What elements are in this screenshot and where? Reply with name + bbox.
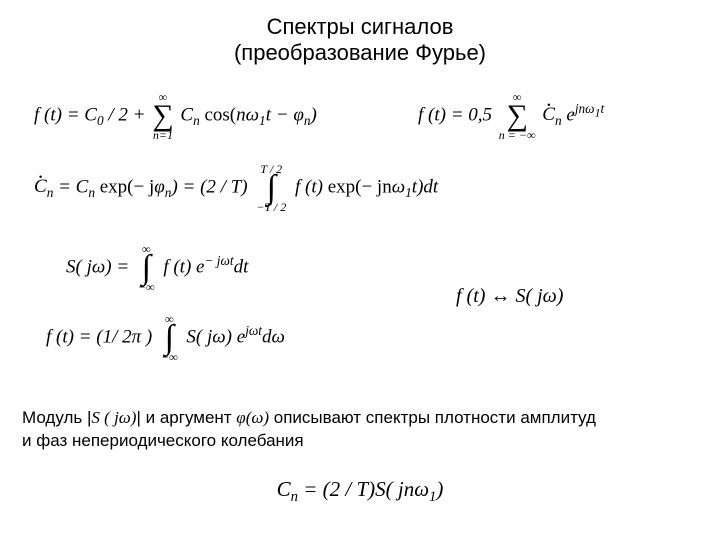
equation-inverse-fourier: f (t) = (1/ 2π ) ∞ ∫ −∞ S( jω) ejωtdω — [46, 313, 285, 363]
desc-post: описывают спектры плотности амплитуд — [269, 408, 596, 427]
equation-fourier-pair: f (t) ↔ S( jω) — [456, 285, 563, 308]
description-text: Модуль |S ( jω)| и аргумент φ(ω) описыва… — [0, 407, 720, 453]
equation-cn-coefficient: Cn = Cn exp(− jφn) = (2 / T) T / 2 ∫ −T … — [34, 163, 438, 213]
equation-cn-sampled: Cn = (2 / T)S( jnω1) — [0, 477, 720, 506]
title-line2: (преобразование Фурье) — [0, 40, 720, 66]
equation-fourier-series-exp: f (t) = 0,5 ∞ ∑ n = −∞ Cn ejnω1t — [418, 91, 604, 141]
equation-fourier-transform: S( jω) = ∞ ∫ −∞ f (t) e− jωtdt — [66, 243, 248, 293]
desc-phi: φ(ω) — [236, 408, 269, 427]
desc-sjw: S ( jω) — [91, 408, 136, 427]
title-line1: Спектры сигналов — [0, 14, 720, 40]
desc-line2: и фаз непериодического колебания — [22, 431, 304, 450]
desc-pre: Модуль — [22, 408, 87, 427]
desc-mid: и аргумент — [141, 408, 236, 427]
title-block: Спектры сигналов (преобразование Фурье) — [0, 0, 720, 67]
equations-area: f (t) = C0 / 2 + ∞ ∑ n=1 Cn cos(nω1t − φ… — [0, 67, 720, 407]
equation-fourier-series-cos: f (t) = C0 / 2 + ∞ ∑ n=1 Cn cos(nω1t − φ… — [34, 91, 317, 141]
